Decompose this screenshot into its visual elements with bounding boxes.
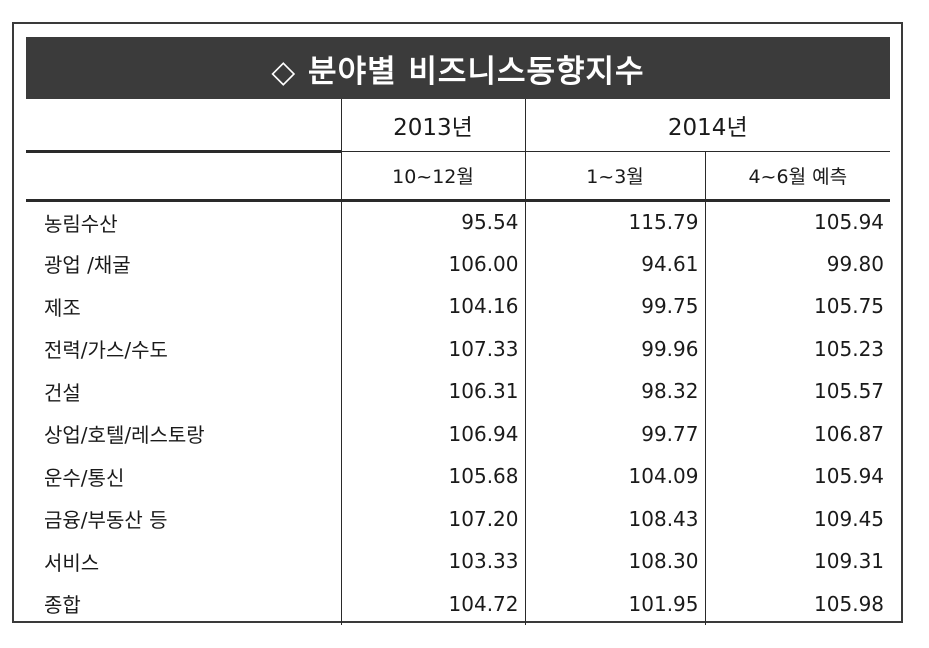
table-row: 전력/가스/수도 107.33 99.96 105.23 [26,327,891,370]
value-2013-q4: 103.33 [340,540,525,583]
value-2013-q4: 106.31 [340,370,525,413]
value-2013-q4: 95.54 [340,200,525,243]
value-2014-q2-forecast: 105.94 [704,200,891,243]
table-row: 광업 /채굴 106.00 94.61 99.80 [26,242,891,285]
row-label: 서비스 [44,550,100,575]
header-empty-cell [26,151,341,202]
period-jan-mar-header: 1~3월 [524,151,705,202]
value-2014-q1: 108.43 [524,497,705,540]
table-row: 상업/호텔/레스토랑 106.94 99.77 106.87 [26,412,891,455]
header-empty-cell [26,99,341,153]
value-2014-q2-forecast: 106.87 [704,412,891,455]
year-2014-header: 2014년 [524,99,891,152]
value-2014-q2-forecast: 109.31 [704,540,891,583]
value-2014-q1: 101.95 [524,582,705,625]
value-2014-q1: 99.75 [524,285,705,328]
value-2013-q4: 107.20 [340,497,525,540]
value-2014-q1: 115.79 [524,200,705,243]
value-2013-q4: 105.68 [340,455,525,498]
value-2014-q2-forecast: 105.57 [704,370,891,413]
value-2014-q1: 98.32 [524,370,705,413]
row-label: 농림수산 [44,211,118,236]
value-2013-q4: 104.16 [340,285,525,328]
table-row: 제조 104.16 99.75 105.75 [26,285,891,328]
table-row: 농림수산 95.54 115.79 105.94 [26,200,891,243]
value-2013-q4: 104.72 [340,582,525,625]
value-2014-q1: 99.77 [524,412,705,455]
row-label: 제조 [44,295,81,320]
value-2014-q1: 99.96 [524,327,705,370]
value-2013-q4: 106.94 [340,412,525,455]
year-header-row: 2013년 2014년 [26,99,891,153]
year-2013-header: 2013년 [340,99,525,152]
table-row: 건설 106.31 98.32 105.57 [26,370,891,413]
value-2014-q2-forecast: 105.75 [704,285,891,328]
row-label: 건설 [44,380,81,405]
row-label: 운수/통신 [44,465,125,490]
value-2013-q4: 106.00 [340,242,525,285]
period-oct-dec-header: 10~12월 [340,151,525,202]
value-2013-q4: 107.33 [340,327,525,370]
period-apr-jun-forecast-header: 4~6월 예측 [704,151,891,202]
period-header-row: 10~12월 1~3월 4~6월 예측 [26,151,891,202]
value-2014-q1: 104.09 [524,455,705,498]
row-label: 종합 [44,593,81,618]
table-row: 운수/통신 105.68 104.09 105.94 [26,455,891,498]
value-2014-q2-forecast: 105.23 [704,327,891,370]
table-row: 종합 104.72 101.95 105.98 [26,582,891,625]
business-index-table: 2013년 2014년 10~12월 1~3월 4~6월 예측 농림수산 95.5… [26,99,891,625]
table-row: 금융/부동산 등 107.20 108.43 109.45 [26,497,891,540]
value-2014-q1: 94.61 [524,242,705,285]
value-2014-q2-forecast: 105.98 [704,582,891,625]
row-label: 금융/부동산 등 [44,508,168,533]
value-2014-q2-forecast: 105.94 [704,455,891,498]
row-label: 상업/호텔/레스토랑 [44,423,205,448]
value-2014-q2-forecast: 99.80 [704,242,891,285]
table-title: ◇ 분야별 비즈니스동향지수 [26,37,890,99]
row-label: 광업 /채굴 [44,253,131,278]
value-2014-q1: 108.30 [524,540,705,583]
row-label: 전력/가스/수도 [44,338,168,363]
value-2014-q2-forecast: 109.45 [704,497,891,540]
table-row: 서비스 103.33 108.30 109.31 [26,540,891,583]
